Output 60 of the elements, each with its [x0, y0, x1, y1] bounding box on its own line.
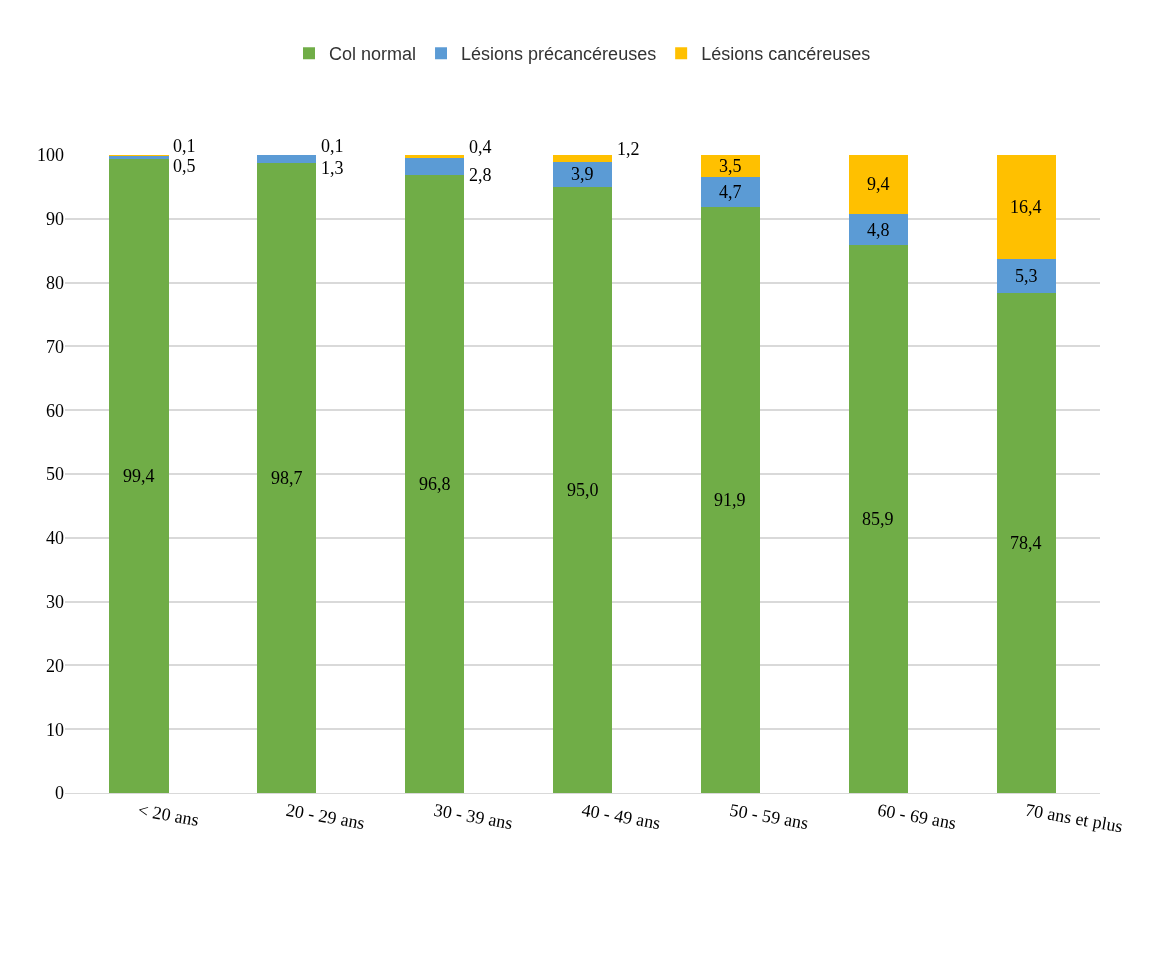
- data-label: 0,4: [469, 137, 492, 157]
- y-tick-label: 20: [46, 655, 64, 676]
- x-tick-label: 70 ans et plus: [1023, 799, 1125, 837]
- legend-label: Lésions cancéreuses: [701, 44, 871, 65]
- bar: [848, 155, 908, 215]
- data-label: 0,1: [173, 136, 196, 156]
- y-tick-label: 50: [46, 464, 64, 485]
- data-label: 85,9: [862, 509, 894, 529]
- data-label: 98,7: [271, 468, 303, 488]
- bar: [700, 155, 760, 177]
- data-label: 0,5: [173, 156, 196, 176]
- x-tick-label: < 20 ans: [136, 799, 201, 831]
- data-label: 1,3: [321, 158, 344, 178]
- y-tick-label: 10: [46, 719, 64, 740]
- bar: [405, 155, 465, 158]
- x-tick-label: 50 - 59 ans: [728, 799, 810, 834]
- data-label: 91,9: [714, 490, 746, 510]
- data-label: 9,4: [867, 174, 890, 194]
- x-tick-label: 30 - 39 ans: [432, 799, 515, 834]
- bar: [848, 244, 908, 793]
- bar: [700, 176, 760, 207]
- bar: [405, 157, 465, 176]
- y-tick-label: 40: [46, 528, 64, 549]
- y-tick-label: 0: [55, 783, 64, 804]
- data-label: 96,8: [419, 474, 451, 494]
- bar: [552, 162, 613, 187]
- bar: [405, 175, 465, 793]
- data-label: 3,5: [719, 156, 742, 176]
- data-label: 78,4: [1010, 533, 1042, 553]
- data-label: 1,2: [617, 139, 640, 159]
- y-tick-label: 30: [46, 591, 64, 612]
- bar: [700, 206, 760, 793]
- x-tick-label: 60 - 69 ans: [875, 799, 958, 834]
- y-tick-label: 100: [37, 145, 64, 166]
- data-label: 5,3: [1015, 266, 1038, 286]
- data-label: 95,0: [567, 480, 599, 500]
- y-tick-label: 90: [46, 209, 64, 230]
- bar: [996, 155, 1056, 259]
- data-label: 16,4: [1010, 197, 1042, 217]
- bar: [552, 155, 613, 163]
- data-label: 3,9: [571, 164, 594, 184]
- bar: [257, 163, 317, 793]
- data-label: 0,1: [321, 136, 344, 156]
- y-tick-label: 60: [46, 400, 64, 421]
- data-label: 2,8: [469, 165, 492, 185]
- legend-label: Col normal: [329, 44, 417, 65]
- data-label: 4,8: [867, 220, 890, 240]
- x-tick-label: 40 - 49 ans: [580, 799, 663, 834]
- bar: [552, 186, 613, 793]
- y-tick-label: 70: [46, 336, 64, 357]
- data-label: 4,7: [719, 182, 742, 202]
- data-label: 99,4: [123, 466, 155, 486]
- bar: [848, 214, 908, 245]
- bar: [996, 292, 1056, 793]
- bar: [996, 258, 1056, 293]
- y-tick-label: 80: [46, 272, 64, 293]
- bar: [109, 158, 169, 793]
- legend-label: Lésions précancéreuses: [461, 44, 657, 65]
- x-tick-label: 20 - 29 ans: [284, 799, 367, 834]
- bar: [257, 155, 317, 164]
